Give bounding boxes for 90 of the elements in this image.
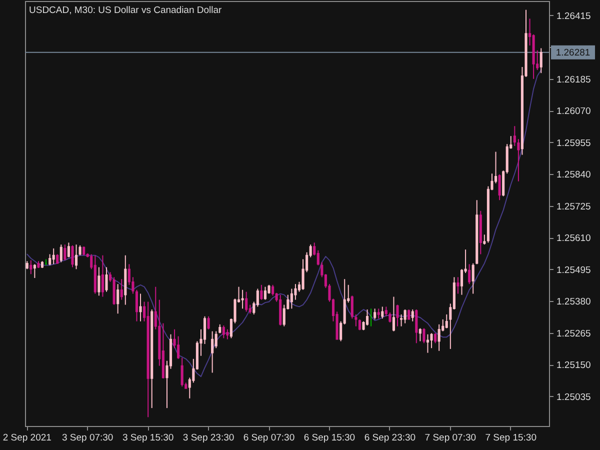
y-tick-label: 1.25840 [556, 170, 591, 181]
candlestick [52, 248, 55, 265]
candlestick [415, 308, 418, 344]
candlestick [400, 314, 403, 327]
candlestick [112, 276, 116, 306]
candlestick [56, 254, 59, 264]
x-tick-label: 6 Sep 23:30 [364, 432, 416, 444]
candlestick [207, 316, 210, 330]
y-tick-label: 1.25265 [556, 328, 591, 340]
candlestick [78, 244, 82, 256]
x-tick-label: 3 Sep 23:30 [182, 432, 234, 444]
candlestick [101, 254, 104, 298]
y-tick-label: 1.25955 [556, 138, 591, 149]
candlestick [316, 250, 320, 266]
candlestick [33, 264, 36, 278]
candlestick [48, 254, 52, 266]
candlestick [408, 308, 410, 320]
candlestick [214, 330, 218, 349]
candlestick [203, 316, 206, 344]
candlestick [430, 332, 433, 349]
candlestick [354, 314, 358, 327]
candlestick [64, 244, 66, 261]
y-tick-label: 1.25035 [556, 392, 591, 403]
candlestick [438, 324, 440, 352]
candlestick [366, 308, 369, 326]
candlestick [135, 289, 138, 322]
candlestick [392, 296, 396, 332]
candlestick [422, 328, 426, 344]
candlestick [74, 244, 78, 270]
candlestick [472, 262, 474, 294]
y-tick-label: 1.26185 [556, 74, 591, 86]
candlestick [483, 234, 486, 246]
candlestick [388, 312, 392, 323]
candlestick [396, 304, 399, 327]
candlestick [404, 308, 406, 324]
x-tick-label: 7 Sep 07:30 [424, 432, 476, 444]
candlestick [302, 258, 304, 290]
y-tick-label: 1.25610 [556, 233, 591, 244]
y-tick-label: 1.26415 [556, 10, 591, 22]
x-tick-label: 7 Sep 15:30 [485, 432, 537, 444]
candlestick [30, 260, 32, 275]
candlestick [374, 308, 376, 320]
candlestick [120, 278, 123, 300]
candlestick [290, 288, 293, 310]
y-tick-label: 1.25380 [556, 296, 591, 308]
candlestick [294, 284, 297, 300]
y-tick-label: 1.25725 [556, 201, 591, 212]
candlestick [180, 357, 184, 388]
candlestick [139, 293, 142, 322]
candlestick [377, 308, 380, 320]
candlestick [272, 284, 274, 296]
candlestick [468, 264, 471, 285]
candlestick [456, 276, 460, 294]
candlestick [411, 308, 414, 322]
y-tick-label: 1.25495 [556, 264, 591, 276]
candlestick [67, 242, 70, 258]
candlestick [105, 266, 108, 292]
candlestick [434, 332, 437, 344]
candlestick [445, 314, 448, 329]
x-tick-label: 2 Sep 2021 [2, 432, 52, 444]
candlestick [222, 324, 225, 339]
candlestick [358, 318, 361, 331]
y-tick-label: 1.25150 [556, 360, 591, 372]
candlestick [116, 284, 120, 314]
candlestick [211, 330, 214, 374]
x-tick-label: 3 Sep 07:30 [62, 432, 114, 444]
x-tick-label: 6 Sep 15:30 [304, 432, 356, 444]
candlestick [517, 138, 520, 182]
candlestick [60, 244, 62, 263]
candlestick [384, 306, 388, 317]
candlestick [381, 306, 384, 320]
candlestick [177, 336, 180, 360]
x-tick-label: 6 Sep 07:30 [243, 432, 295, 444]
ref-line-label: 1.26281 [556, 47, 590, 58]
candlestick [71, 244, 74, 268]
candlestick [226, 328, 229, 340]
candlestick [460, 268, 464, 296]
candlestick [260, 284, 263, 300]
x-tick-label: 3 Sep 15:30 [122, 432, 174, 444]
y-tick-label: 1.26070 [556, 106, 591, 118]
candlestick [245, 291, 248, 312]
candlestick [426, 334, 430, 354]
candlestick [350, 295, 354, 320]
candlestick [513, 126, 516, 146]
candlestick [540, 48, 542, 74]
candlestick [264, 286, 267, 300]
candlestick [98, 266, 100, 296]
candlestick [418, 328, 422, 342]
chart-title: USDCAD, M30: US Dollar vs Canadian Dollar [29, 5, 222, 16]
candlestick [498, 174, 501, 201]
